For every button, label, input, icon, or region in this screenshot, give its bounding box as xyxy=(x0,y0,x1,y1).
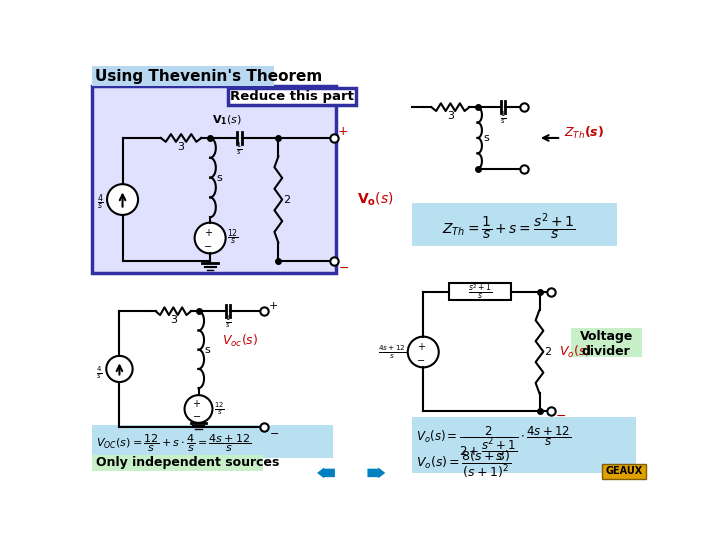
Text: $V_o(s) = \dfrac{8(s+3)}{(s+1)^2}$: $V_o(s) = \dfrac{8(s+3)}{(s+1)^2}$ xyxy=(415,449,511,480)
Text: $-$: $-$ xyxy=(555,409,566,422)
Circle shape xyxy=(107,184,138,215)
Bar xyxy=(412,204,617,246)
Bar xyxy=(412,417,636,459)
Text: GEAUX: GEAUX xyxy=(606,467,643,476)
Text: $-$: $-$ xyxy=(203,240,212,250)
Text: 3: 3 xyxy=(170,315,177,325)
Text: Voltage
divider: Voltage divider xyxy=(580,329,633,357)
Text: $-$: $-$ xyxy=(269,427,279,437)
Circle shape xyxy=(107,356,132,382)
Text: s: s xyxy=(204,345,210,355)
Text: +: + xyxy=(417,342,425,352)
Text: 3: 3 xyxy=(178,142,184,152)
Text: 2: 2 xyxy=(283,194,290,205)
Bar xyxy=(92,455,263,470)
Bar xyxy=(449,283,510,300)
Text: Using Thevenin's Theorem: Using Thevenin's Theorem xyxy=(94,69,322,84)
Text: $\boldsymbol{Z_{Th}(s)}$: $\boldsymbol{Z_{Th}(s)}$ xyxy=(564,125,604,140)
Text: $\frac{1}{s}$: $\frac{1}{s}$ xyxy=(225,313,231,329)
Bar xyxy=(412,456,636,473)
Text: +: + xyxy=(204,228,212,238)
Bar xyxy=(570,328,642,357)
Text: $V_o(s)$: $V_o(s)$ xyxy=(559,344,590,360)
FancyArrow shape xyxy=(367,468,385,478)
Text: $\frac{12}{s}$: $\frac{12}{s}$ xyxy=(228,228,239,248)
Text: +: + xyxy=(269,301,279,311)
Text: $V_{oc}(s)$: $V_{oc}(s)$ xyxy=(222,333,258,348)
Text: $\mathbf{V_o}(s)$: $\mathbf{V_o}(s)$ xyxy=(357,191,394,208)
Bar xyxy=(92,425,333,457)
Text: $\frac{4s+12}{s}$: $\frac{4s+12}{s}$ xyxy=(377,343,406,361)
Text: $-$: $-$ xyxy=(338,261,349,274)
Bar xyxy=(92,86,336,273)
Text: s: s xyxy=(216,173,222,183)
Text: $\frac{1}{s}$: $\frac{1}{s}$ xyxy=(500,110,506,126)
Text: $Z_{Th} = \dfrac{1}{s} + s = \dfrac{s^2+1}{s}$: $Z_{Th} = \dfrac{1}{s} + s = \dfrac{s^2+… xyxy=(442,211,575,242)
Circle shape xyxy=(194,222,225,253)
Text: $\frac{12}{s}$: $\frac{12}{s}$ xyxy=(214,401,225,417)
Circle shape xyxy=(408,336,438,367)
Text: Reduce this part: Reduce this part xyxy=(230,90,354,103)
Circle shape xyxy=(184,395,212,423)
Text: +: + xyxy=(192,399,200,409)
Text: $\frac{s^2+1}{s}$: $\frac{s^2+1}{s}$ xyxy=(467,282,492,301)
Text: $-$: $-$ xyxy=(416,354,426,364)
Text: $V_{OC}(s) = \dfrac{12}{s} + s \cdot \dfrac{4}{s} = \dfrac{4s+12}{s}$: $V_{OC}(s) = \dfrac{12}{s} + s \cdot \df… xyxy=(96,432,251,454)
Text: $\frac{4}{s}$: $\frac{4}{s}$ xyxy=(97,193,104,213)
Text: Only independent sources: Only independent sources xyxy=(96,456,279,469)
Bar xyxy=(601,464,647,479)
Text: s: s xyxy=(484,133,490,143)
Bar xyxy=(228,88,356,105)
Text: $\frac{1}{s}$: $\frac{1}{s}$ xyxy=(236,140,243,157)
Bar xyxy=(91,66,274,86)
Text: $-$: $-$ xyxy=(192,410,201,420)
Text: $\mathbf{V_1}(s)$: $\mathbf{V_1}(s)$ xyxy=(212,113,243,127)
Text: 2: 2 xyxy=(544,347,552,356)
Text: $\frac{4}{s}$: $\frac{4}{s}$ xyxy=(96,364,102,381)
Text: +: + xyxy=(338,125,348,138)
FancyArrow shape xyxy=(317,468,335,478)
Text: 3: 3 xyxy=(447,111,454,122)
Text: $V_o(s) = \dfrac{2}{2+\dfrac{s^2+1}{s}} \cdot \dfrac{4s+12}{s}$: $V_o(s) = \dfrac{2}{2+\dfrac{s^2+1}{s}} … xyxy=(415,424,571,463)
